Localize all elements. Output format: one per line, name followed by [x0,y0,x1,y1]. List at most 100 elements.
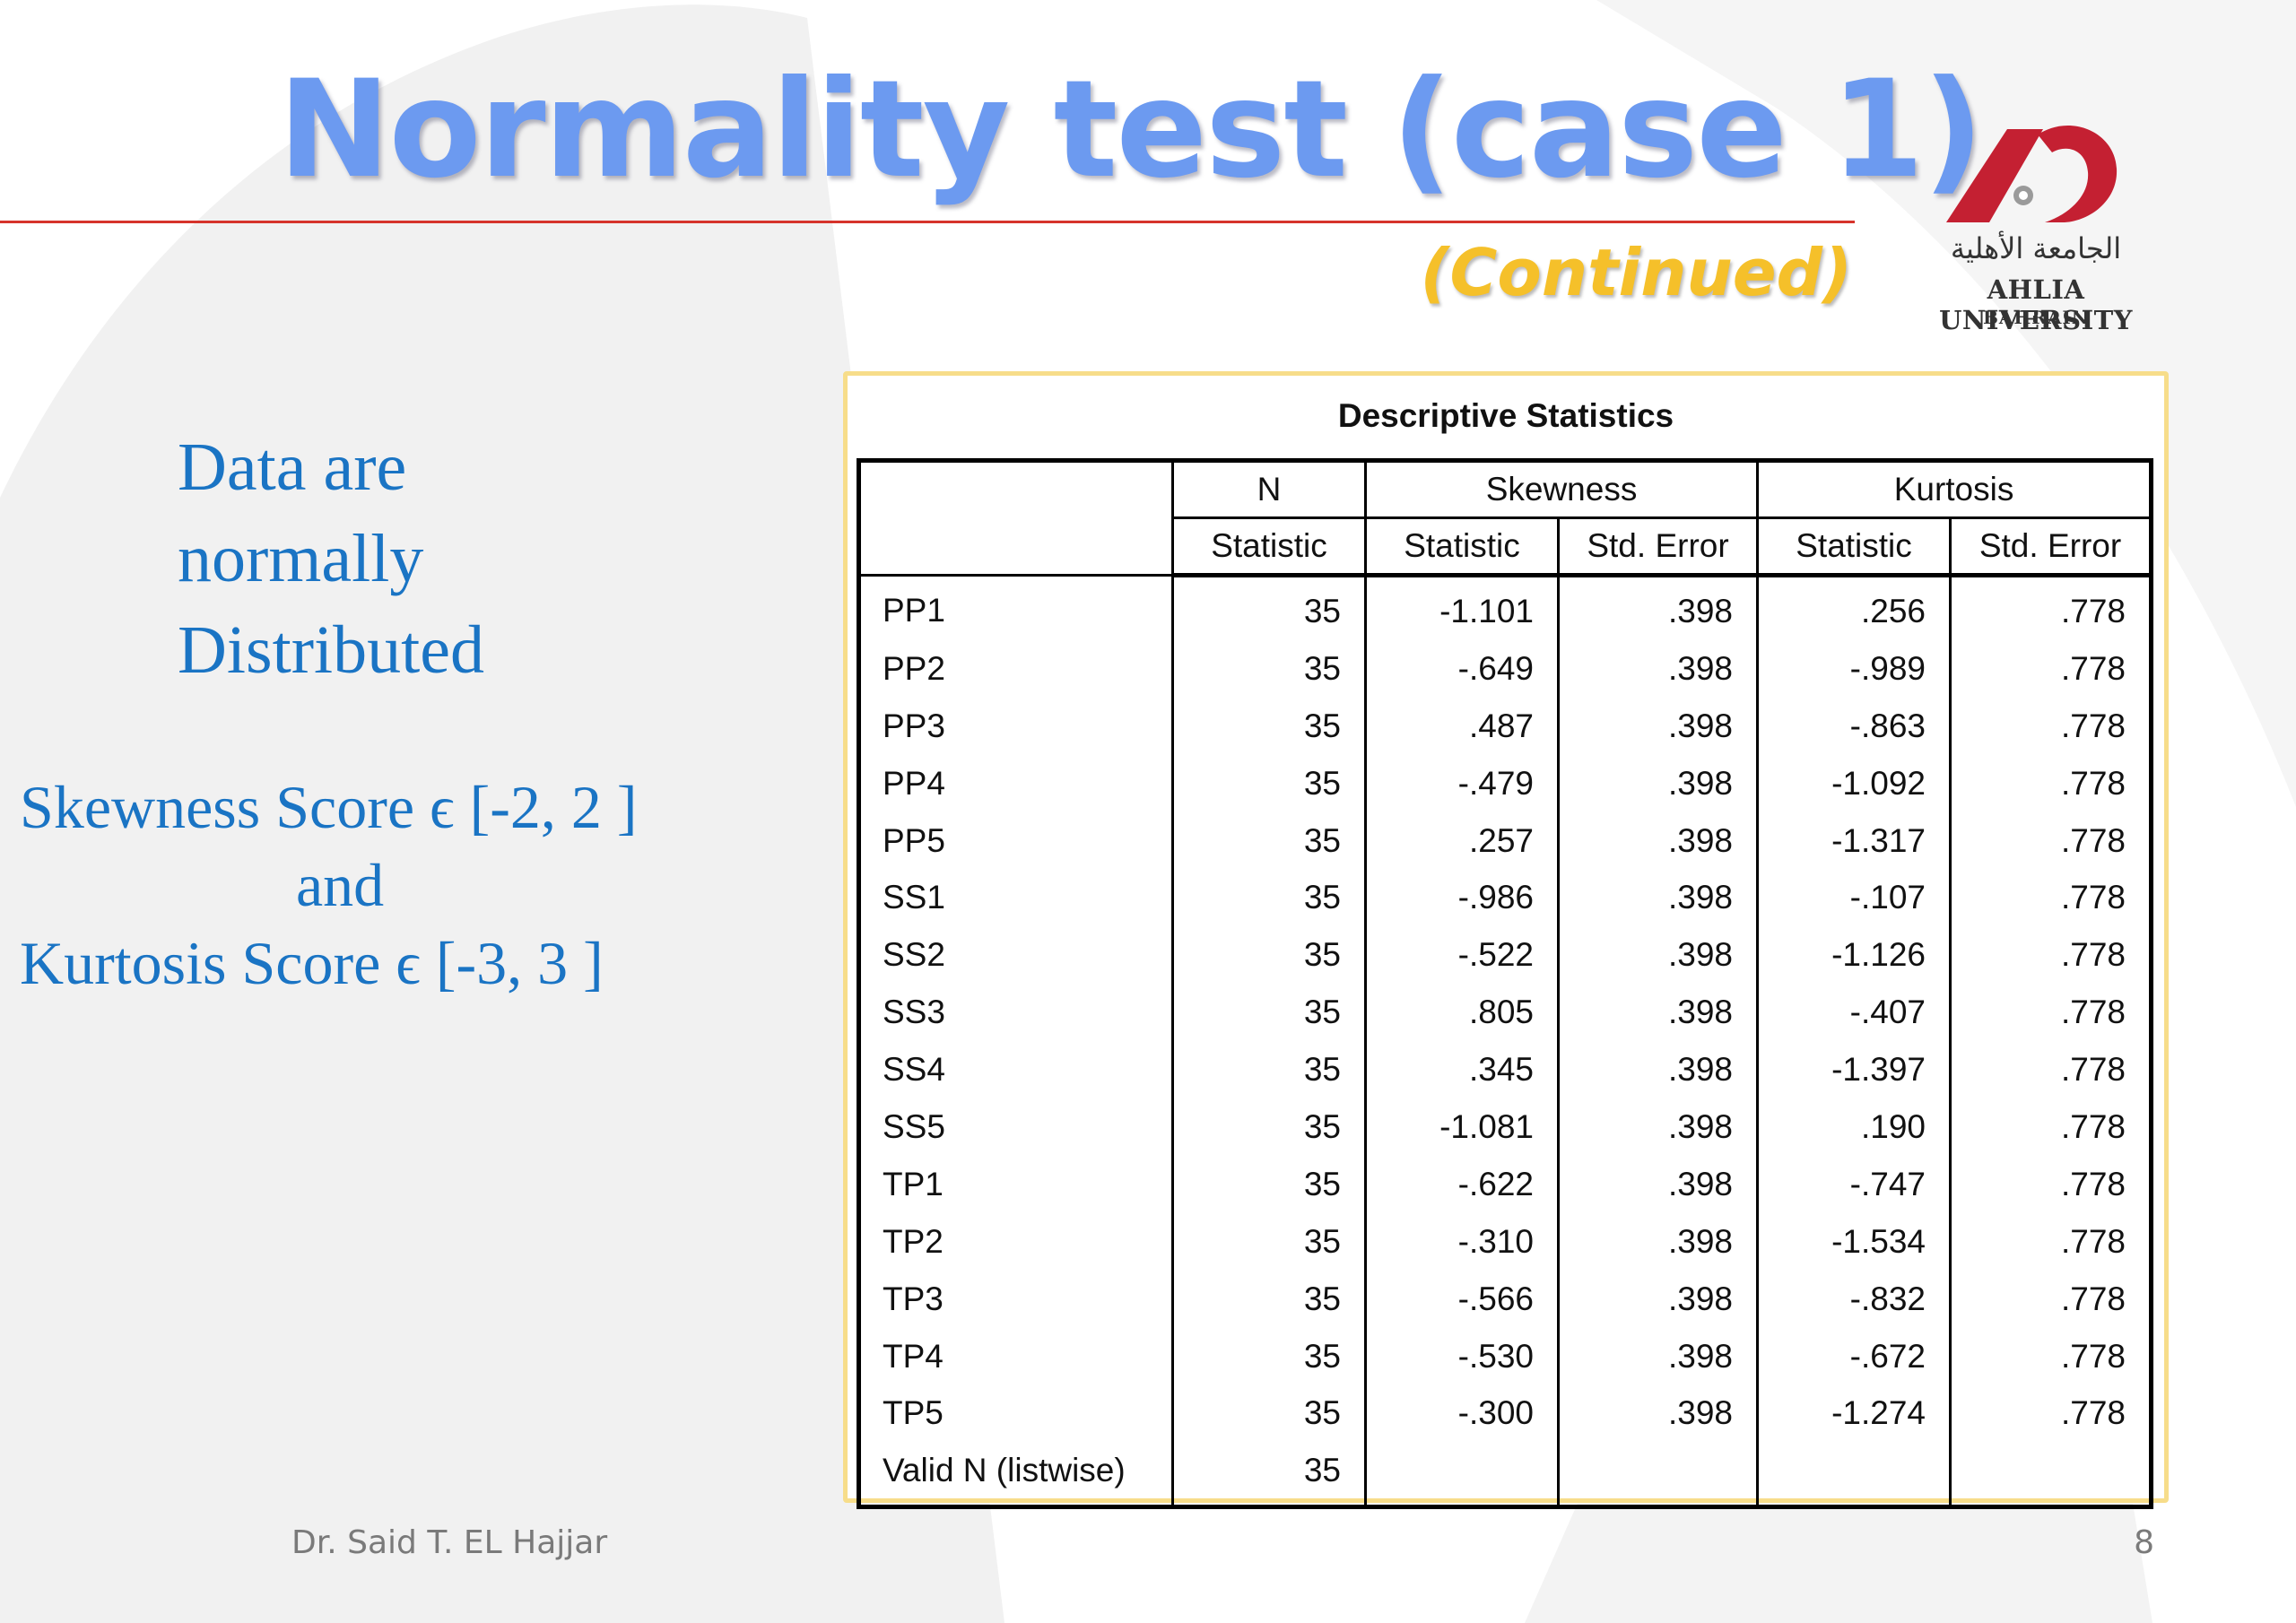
descriptive-statistics-table: N Skewness Kurtosis Statistic Statistic … [857,458,2154,1510]
cell-skewness-statistic: -.622 [1364,1155,1560,1213]
cell-skewness-std-error [1556,1442,1760,1507]
cell-n-statistic: 35 [1171,812,1367,870]
skewness-rule: Skewness Score ϵ [-2, 2 ] [20,773,638,841]
cell-skewness-std-error: .398 [1556,1098,1760,1156]
cell-kurtosis-statistic [1756,1442,1952,1507]
cell-kurtosis-statistic: -.832 [1756,1270,1952,1328]
cell-kurtosis-std-error: .778 [1949,1212,2153,1271]
row-label: TP1 [857,1155,1174,1213]
table-row: TP4 35 -.530.398 -.672.778 [857,1327,2153,1385]
cell-kurtosis-statistic: -1.274 [1756,1384,1952,1443]
row-label: PP1 [857,575,1174,640]
cell-n-statistic: 35 [1171,1442,1367,1507]
table-row: PP3 35.487.398 -.863.778 [857,697,2153,755]
footer-author: Dr. Said T. EL Hajjar [291,1524,608,1561]
cell-kurtosis-std-error: .778 [1949,754,2153,812]
cell-skewness-std-error: .398 [1556,1270,1760,1328]
cell-skewness-statistic: -.300 [1364,1384,1560,1443]
header-corner [857,459,1174,577]
table-row: PP1 35 -1.101.398.256.778 [857,575,2153,640]
cell-n-statistic: 35 [1171,984,1367,1042]
cell-kurtosis-std-error: .778 [1949,1155,2153,1213]
cell-kurtosis-std-error: .778 [1949,575,2153,640]
table-row: Valid N (listwise) 35 [857,1442,2153,1507]
table-caption: Descriptive Statistics [1337,397,1674,434]
row-label: SS4 [857,1041,1174,1099]
row-label: SS1 [857,869,1174,927]
cell-skewness-std-error: .398 [1556,575,1760,640]
cell-kurtosis-std-error: .778 [1949,926,2153,985]
cell-kurtosis-statistic: -1.126 [1756,926,1952,985]
cell-skewness-statistic: -.566 [1364,1270,1560,1328]
cell-skewness-statistic: -.522 [1364,926,1560,985]
row-label: Valid N (listwise) [857,1442,1174,1507]
table-row: TP2 35 -.310.398 -1.534.778 [857,1212,2153,1271]
table-row: SS2 35 -.522.398 -1.126.778 [857,926,2153,985]
cell-skewness-std-error: .398 [1556,812,1760,870]
row-label: TP3 [857,1270,1174,1328]
header-n: N [1171,459,1367,519]
cell-skewness-statistic: -1.081 [1364,1098,1560,1156]
table-row: PP2 35 -.649.398 -.989.778 [857,639,2153,698]
conclusion-line: normally [178,521,424,596]
cell-kurtosis-std-error: .778 [1949,984,2153,1042]
cell-kurtosis-std-error: .778 [1949,697,2153,755]
cell-kurtosis-statistic: -1.534 [1756,1212,1952,1271]
table-row: TP1 35 -.622.398 -.747.778 [857,1155,2153,1213]
cell-skewness-std-error: .398 [1556,1384,1760,1443]
cell-kurtosis-statistic: .190 [1756,1098,1952,1156]
subheader-kurtosis-std-error: Std. Error [1949,516,2153,577]
cell-n-statistic: 35 [1171,1098,1367,1156]
row-label: PP5 [857,812,1174,870]
cell-n-statistic: 35 [1171,1270,1367,1328]
table-row: TP5 35 -.300.398 -1.274.778 [857,1384,2153,1443]
cell-kurtosis-std-error: .778 [1949,1327,2153,1385]
cell-n-statistic: 35 [1171,1155,1367,1213]
table-row: SS5 35 -1.081.398.190.778 [857,1098,2153,1156]
cell-n-statistic: 35 [1171,575,1367,640]
cell-skewness-statistic: -1.101 [1364,575,1560,640]
cell-skewness-std-error: .398 [1556,1212,1760,1271]
conclusion-text: Data are normally Distributed [178,421,484,696]
rule-joiner: and [296,851,385,919]
cell-n-statistic: 35 [1171,754,1367,812]
cell-kurtosis-std-error: .778 [1949,812,2153,870]
cell-n-statistic: 35 [1171,1041,1367,1099]
cell-kurtosis-std-error: .778 [1949,1384,2153,1443]
cell-n-statistic: 35 [1171,1384,1367,1443]
slide-title: Normality test (case 1) [278,52,1984,208]
subheader-kurtosis-statistic: Statistic [1756,516,1952,577]
row-label: TP5 [857,1384,1174,1443]
cell-kurtosis-statistic: -1.317 [1756,812,1952,870]
row-label: PP4 [857,754,1174,812]
cell-skewness-statistic [1364,1442,1560,1507]
kurtosis-rule: Kurtosis Score ϵ [-3, 3 ] [20,929,604,997]
page-number: 8 [2134,1524,2154,1561]
cell-kurtosis-std-error [1949,1442,2153,1507]
table-row: SS4 35.345.398 -1.397.778 [857,1041,2153,1099]
descriptive-statistics-panel: Descriptive Statistics N Skewness Kurtos… [843,371,2169,1510]
university-location: BAHRAIN [1982,307,2090,328]
university-name: AHLIA UNIVERSITY [1939,274,2133,335]
cell-kurtosis-statistic: -.747 [1756,1155,1952,1213]
cell-kurtosis-statistic: -.863 [1756,697,1952,755]
cell-skewness-statistic: .487 [1364,697,1560,755]
cell-skewness-std-error: .398 [1556,1041,1760,1099]
cell-skewness-std-error: .398 [1556,754,1760,812]
cell-skewness-std-error: .398 [1556,984,1760,1042]
cell-skewness-std-error: .398 [1556,1155,1760,1213]
conclusion-line: Distributed [178,612,484,688]
cell-skewness-statistic: -.479 [1364,754,1560,812]
cell-n-statistic: 35 [1171,869,1367,927]
cell-skewness-statistic: -.986 [1364,869,1560,927]
cell-kurtosis-std-error: .778 [1949,639,2153,698]
row-label: PP3 [857,697,1174,755]
slide-subtitle: (Continued) [1420,235,1852,310]
cell-skewness-std-error: .398 [1556,1327,1760,1385]
university-logo: الجامعة الأهلية AHLIA UNIVERSITY BAHRAIN [1892,117,2179,335]
cell-kurtosis-statistic: -.407 [1756,984,1952,1042]
row-label: SS5 [857,1098,1174,1156]
subheader-skewness-std-error: Std. Error [1556,516,1760,577]
cell-skewness-statistic: -.649 [1364,639,1560,698]
